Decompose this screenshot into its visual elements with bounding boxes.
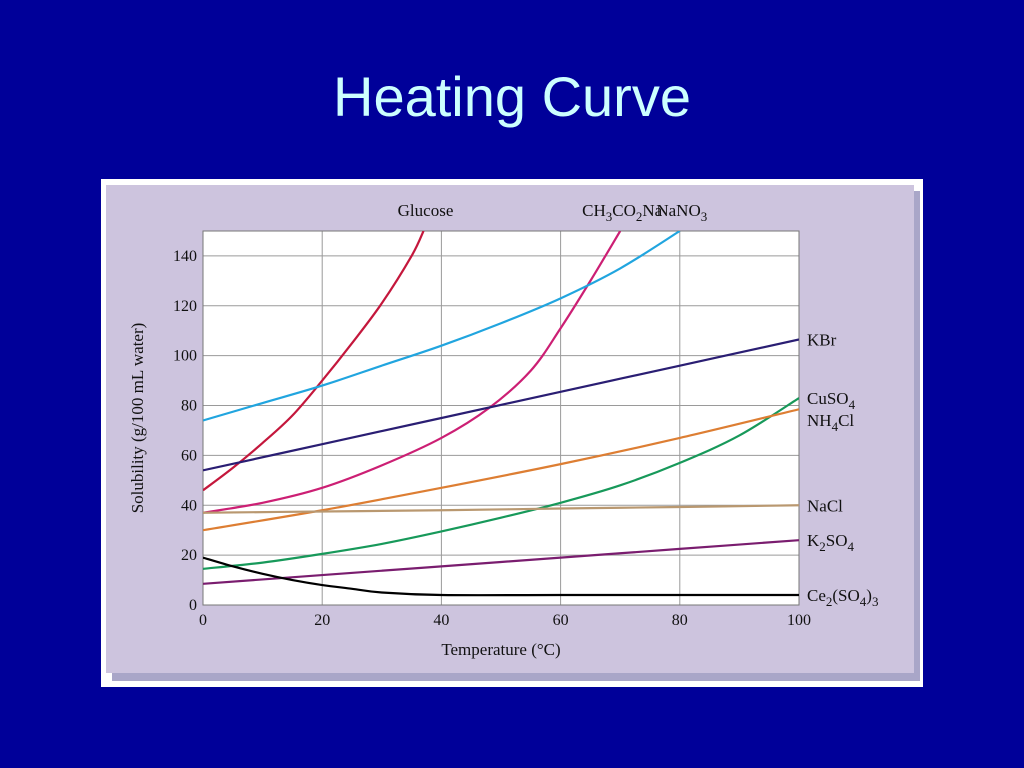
x-tick-label: 80 [672,612,688,629]
series-line-nano [203,231,681,422]
x-tick-label: 0 [199,612,207,629]
solubility-chart: 0 20 40 60 80 100 0 20 40 60 80 100 120 140 Glucose CH… [106,185,920,681]
series-label: NaCl [807,496,843,515]
x-tick-label: 40 [433,612,449,629]
y-tick-label: 40 [181,497,197,514]
y-axis-label: Solubility (g/100 mL water) [128,323,147,514]
series-label: NaNO3 [656,201,707,224]
series-label: NH4Cl [807,411,854,434]
y-tick-label: 20 [181,547,197,564]
y-tick-label: 140 [173,248,197,265]
x-tick-label: 100 [787,612,811,629]
series-line-ce-so [203,556,799,597]
series-line-k-so [203,539,799,585]
axis-tick-labels: 0 20 40 60 80 100 0 20 40 60 80 100 120 140 [173,248,811,629]
series-label: CH3CO2Na [582,201,663,224]
series-line-ch-co-na [203,231,622,514]
figure-frame: 0 20 40 60 80 100 0 20 40 60 80 100 120 140 Glucose CH… [101,179,923,687]
x-axis-label: Temperature (°C) [441,640,560,659]
series-line-cuso [203,397,799,570]
x-tick-label: 20 [314,612,330,629]
x-tick-label: 60 [553,612,569,629]
series-label: Ce2(SO4)3 [807,586,878,609]
series-line-nacl [203,504,799,514]
series-label: K2SO4 [807,531,855,554]
series-label: CuSO4 [807,389,856,412]
y-tick-label: 100 [173,348,197,365]
y-tick-label: 0 [189,597,197,614]
series-line-kbr [203,338,799,472]
y-tick-label: 80 [181,398,197,415]
plot-border [202,230,800,606]
y-tick-label: 120 [173,298,197,315]
slide-title: Heating Curve [333,65,691,128]
plot-area [203,231,799,605]
series-lines [203,231,799,597]
series-label: KBr [807,330,837,349]
y-tick-label: 60 [181,447,197,464]
series-label: Glucose [398,201,454,220]
